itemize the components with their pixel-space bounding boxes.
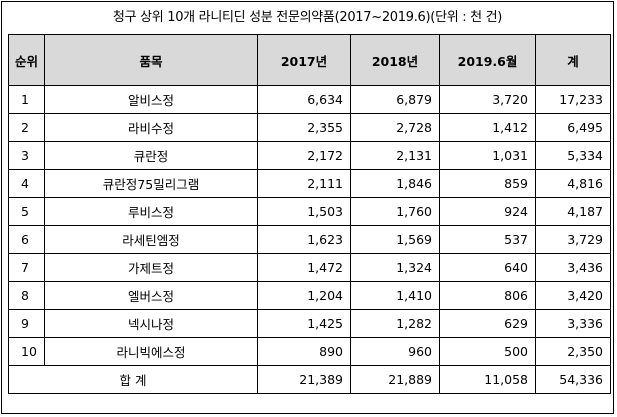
row-total-cell: 4,187 bbox=[535, 197, 611, 226]
table-body: 1 알비스정 6,634 6,879 3,720 17,233 2 라비수정 2,355 2,72… bbox=[8, 85, 611, 394]
value-2017-cell: 1,623 bbox=[257, 225, 351, 254]
row-total-cell: 3,336 bbox=[535, 309, 611, 338]
header-total: 계 bbox=[535, 34, 611, 86]
row-total-cell: 4,816 bbox=[535, 169, 611, 198]
value-2017-cell: 1,425 bbox=[257, 309, 351, 338]
value-2017-cell: 2,111 bbox=[257, 169, 351, 198]
rank-cell: 10 bbox=[8, 337, 45, 366]
total-2018-cell: 21,889 bbox=[350, 365, 440, 394]
value-2017-cell: 1,472 bbox=[257, 253, 351, 282]
value-2019-cell: 629 bbox=[439, 309, 536, 338]
table-row: 5 루비스정 1,503 1,760 924 4,187 bbox=[8, 197, 611, 226]
item-name-cell: 라세틴엠정 bbox=[44, 225, 258, 254]
total-row: 합 계 21,389 21,889 11,058 54,336 bbox=[8, 365, 611, 394]
table-row: 7 가제트정 1,472 1,324 640 3,436 bbox=[8, 253, 611, 282]
rank-cell: 7 bbox=[8, 253, 45, 282]
rank-cell: 5 bbox=[8, 197, 45, 226]
item-name-cell: 큐란정 bbox=[44, 141, 258, 170]
value-2019-cell: 500 bbox=[439, 337, 536, 366]
item-name-cell: 넥시나정 bbox=[44, 309, 258, 338]
value-2019-cell: 806 bbox=[439, 281, 536, 310]
value-2018-cell: 1,410 bbox=[350, 281, 440, 310]
header-2018: 2018년 bbox=[350, 34, 440, 86]
row-total-cell: 3,420 bbox=[535, 281, 611, 310]
header-item: 품목 bbox=[44, 34, 258, 86]
table-row: 2 라비수정 2,355 2,728 1,412 6,495 bbox=[8, 113, 611, 142]
table-row: 3 큐란정 2,172 2,131 1,031 5,334 bbox=[8, 141, 611, 170]
value-2019-cell: 1,031 bbox=[439, 141, 536, 170]
value-2019-cell: 3,720 bbox=[439, 85, 536, 114]
ranking-table: 순위 품목 2017년 2018년 2019.6월 계 1 알비스정 6,634 6,… bbox=[8, 34, 611, 394]
total-2019-cell: 11,058 bbox=[439, 365, 536, 394]
value-2017-cell: 2,172 bbox=[257, 141, 351, 170]
table-row: 10 라니빅에스정 890 960 500 2,350 bbox=[8, 337, 611, 366]
grand-total-cell: 54,336 bbox=[535, 365, 611, 394]
value-2018-cell: 960 bbox=[350, 337, 440, 366]
table-row: 4 큐란정75밀리그램 2,111 1,846 859 4,816 bbox=[8, 169, 611, 198]
row-total-cell: 3,436 bbox=[535, 253, 611, 282]
item-name-cell: 라비수정 bbox=[44, 113, 258, 142]
rank-cell: 6 bbox=[8, 225, 45, 254]
table-title: 청구 상위 10개 라니티딘 성분 전문의약품(2017~2019.6)(단위 … bbox=[112, 10, 503, 25]
row-total-cell: 5,334 bbox=[535, 141, 611, 170]
value-2017-cell: 6,634 bbox=[257, 85, 351, 114]
value-2018-cell: 1,760 bbox=[350, 197, 440, 226]
total-2017-cell: 21,389 bbox=[257, 365, 351, 394]
rank-cell: 3 bbox=[8, 141, 45, 170]
header-2017: 2017년 bbox=[257, 34, 351, 86]
value-2018-cell: 1,569 bbox=[350, 225, 440, 254]
table-row: 8 엘버스정 1,204 1,410 806 3,420 bbox=[8, 281, 611, 310]
value-2017-cell: 1,503 bbox=[257, 197, 351, 226]
value-2019-cell: 537 bbox=[439, 225, 536, 254]
row-total-cell: 6,495 bbox=[535, 113, 611, 142]
value-2019-cell: 924 bbox=[439, 197, 536, 226]
item-name-cell: 엘버스정 bbox=[44, 281, 258, 310]
value-2018-cell: 1,282 bbox=[350, 309, 440, 338]
row-total-cell: 17,233 bbox=[535, 85, 611, 114]
value-2018-cell: 6,879 bbox=[350, 85, 440, 114]
item-name-cell: 라니빅에스정 bbox=[44, 337, 258, 366]
rank-cell: 4 bbox=[8, 169, 45, 198]
value-2019-cell: 1,412 bbox=[439, 113, 536, 142]
value-2019-cell: 859 bbox=[439, 169, 536, 198]
rank-cell: 1 bbox=[8, 85, 45, 114]
rank-cell: 8 bbox=[8, 281, 45, 310]
row-total-cell: 3,729 bbox=[535, 225, 611, 254]
item-name-cell: 알비스정 bbox=[44, 85, 258, 114]
rank-cell: 2 bbox=[8, 113, 45, 142]
rank-cell: 9 bbox=[8, 309, 45, 338]
table-row: 6 라세틴엠정 1,623 1,569 537 3,729 bbox=[8, 225, 611, 254]
item-name-cell: 가제트정 bbox=[44, 253, 258, 282]
item-name-cell: 루비스정 bbox=[44, 197, 258, 226]
table-row: 1 알비스정 6,634 6,879 3,720 17,233 bbox=[8, 85, 611, 114]
row-total-cell: 2,350 bbox=[535, 337, 611, 366]
value-2017-cell: 1,204 bbox=[257, 281, 351, 310]
value-2018-cell: 2,131 bbox=[350, 141, 440, 170]
value-2019-cell: 640 bbox=[439, 253, 536, 282]
value-2018-cell: 1,846 bbox=[350, 169, 440, 198]
table-row: 9 넥시나정 1,425 1,282 629 3,336 bbox=[8, 309, 611, 338]
value-2018-cell: 1,324 bbox=[350, 253, 440, 282]
header-2019-6: 2019.6월 bbox=[439, 34, 536, 86]
total-label-cell: 합 계 bbox=[8, 365, 258, 394]
header-rank: 순위 bbox=[8, 34, 45, 86]
item-name-cell: 큐란정75밀리그램 bbox=[44, 169, 258, 198]
value-2018-cell: 2,728 bbox=[350, 113, 440, 142]
value-2017-cell: 2,355 bbox=[257, 113, 351, 142]
header-row: 순위 품목 2017년 2018년 2019.6월 계 bbox=[8, 34, 611, 86]
value-2017-cell: 890 bbox=[257, 337, 351, 366]
